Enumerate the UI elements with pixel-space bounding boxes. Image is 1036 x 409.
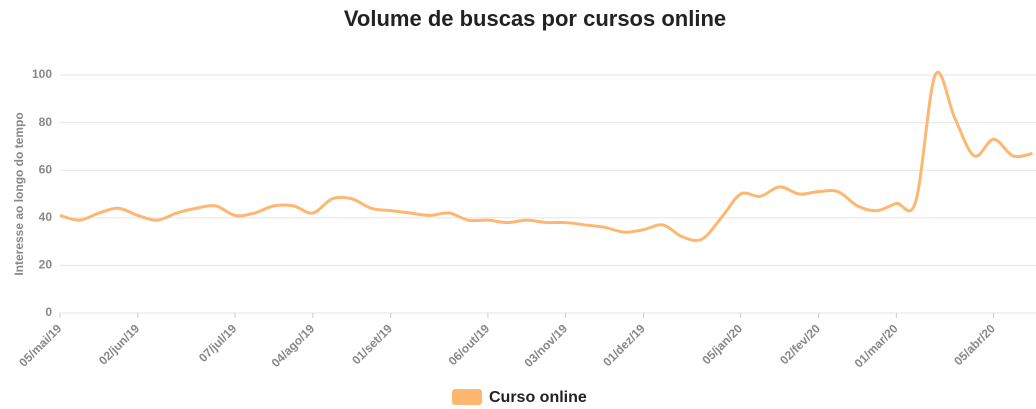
legend-swatch xyxy=(452,389,482,405)
y-tick-label: 60 xyxy=(39,162,53,176)
chart-title: Volume de buscas por cursos online xyxy=(344,6,726,31)
x-tick-label: 02/jun/19 xyxy=(96,321,142,367)
legend-label: Curso online xyxy=(489,389,587,406)
x-tick-label: 06/out/19 xyxy=(446,321,493,368)
x-tick-label: 01/mar/20 xyxy=(852,321,901,370)
x-tick-label: 03/nov/19 xyxy=(521,321,570,370)
y-tick-label: 80 xyxy=(39,115,53,129)
x-tick-label: 05/abr/20 xyxy=(951,321,998,368)
x-tick-label: 05/jan/20 xyxy=(699,321,745,367)
x-tick-label: 05/mai/19 xyxy=(16,321,64,369)
y-tick-label: 40 xyxy=(39,210,53,224)
x-tick-label: 01/set/19 xyxy=(349,321,395,367)
x-tick-label: 07/jul/19 xyxy=(196,321,240,365)
y-tick-label: 20 xyxy=(39,258,53,272)
line xyxy=(59,70,1033,243)
y-tick-label: 0 xyxy=(45,305,52,319)
x-tick-label: 04/ago/19 xyxy=(269,321,318,370)
y-axis-label: Interesse ao longo do tempo xyxy=(12,112,26,275)
x-tick-label: 02/fev/20 xyxy=(777,321,823,367)
y-tick-label: 100 xyxy=(32,67,52,81)
x-tick-label: 01/dez/19 xyxy=(600,321,648,369)
